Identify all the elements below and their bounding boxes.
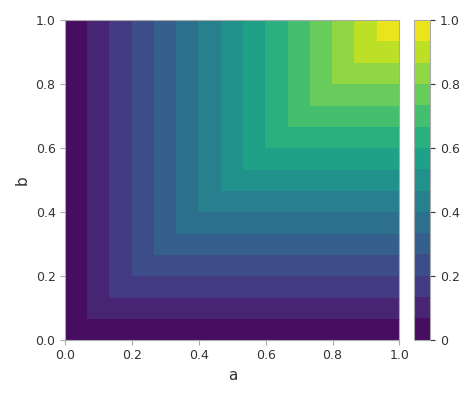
Y-axis label: b: b xyxy=(15,175,30,185)
X-axis label: a: a xyxy=(228,368,237,383)
